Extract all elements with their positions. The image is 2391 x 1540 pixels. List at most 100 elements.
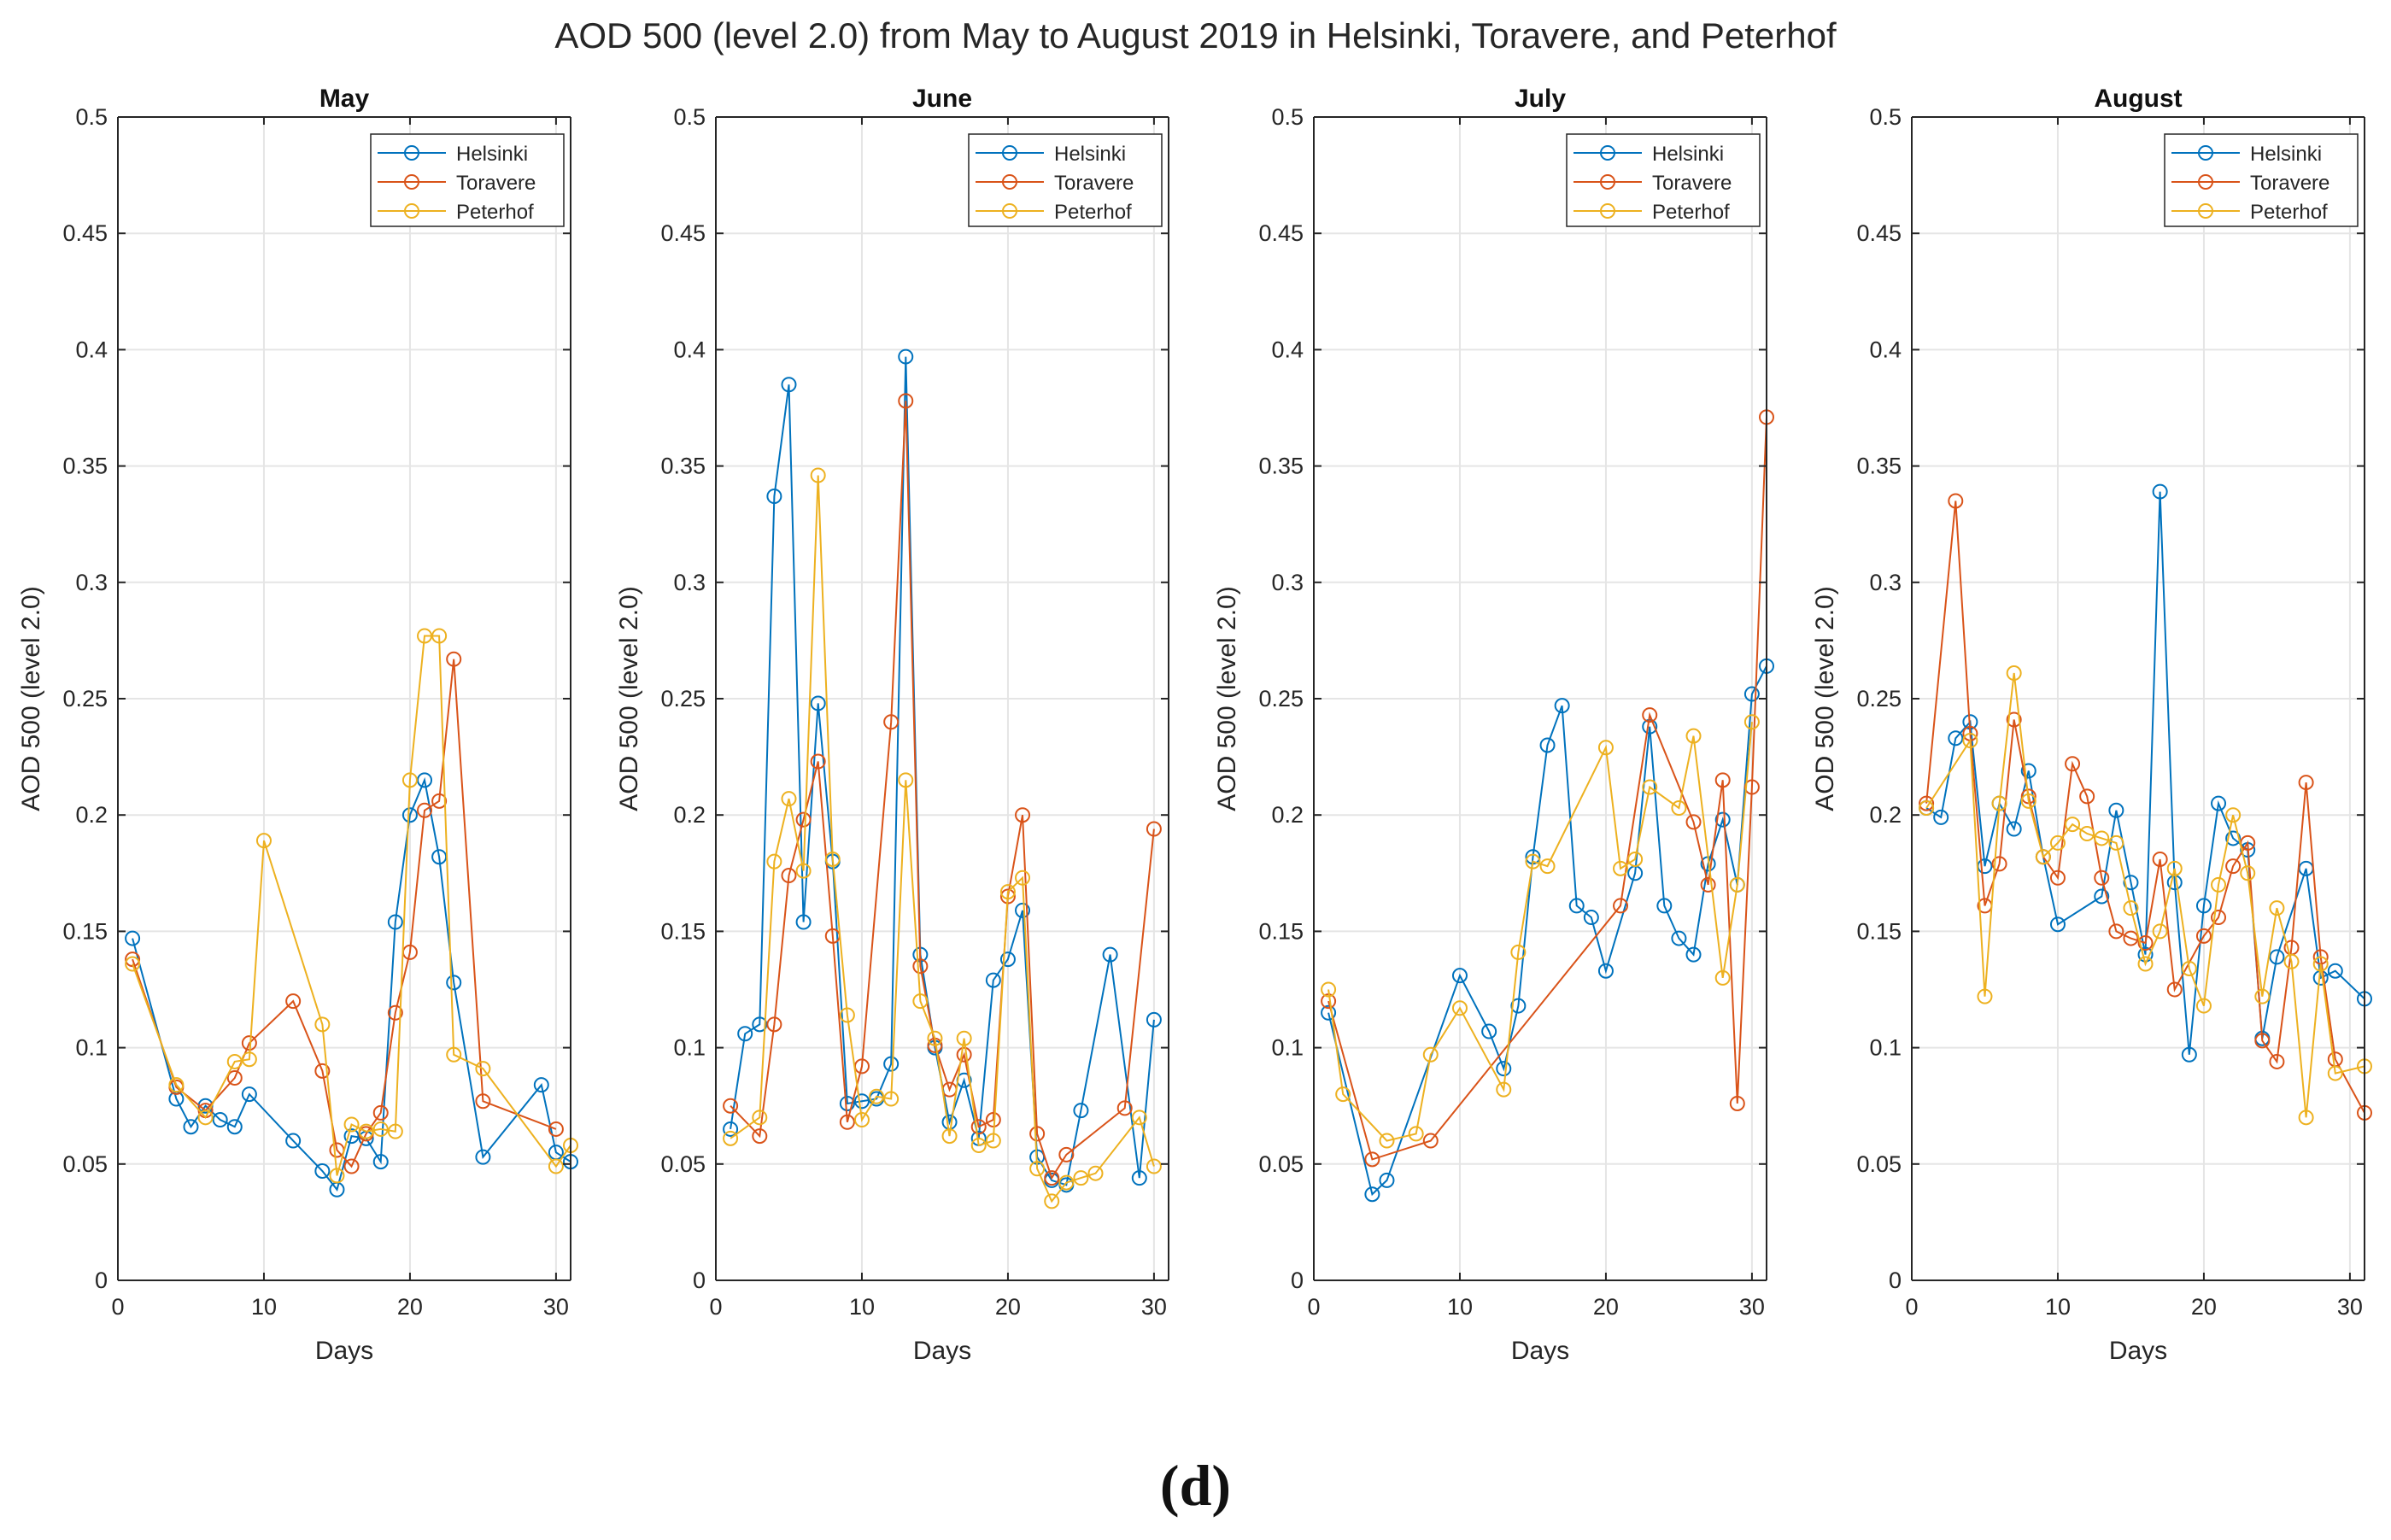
data-point-helsinki xyxy=(1568,898,1585,914)
data-point-helsinki xyxy=(2094,888,2110,905)
data-point-helsinki xyxy=(1597,963,1614,979)
data-point-peterhof xyxy=(1321,981,1337,998)
data-point-helsinki xyxy=(883,1056,900,1072)
data-point-peterhof xyxy=(2211,876,2227,893)
data-point-helsinki xyxy=(1146,1011,1162,1028)
data-point-peterhof xyxy=(2035,849,2051,865)
data-point-peterhof xyxy=(1525,853,1541,870)
legend-label-toravere: Toravere xyxy=(1054,172,1134,195)
data-point-helsinki xyxy=(1364,1186,1380,1203)
data-point-peterhof xyxy=(475,1061,491,1077)
data-point-helsinki xyxy=(343,1128,360,1145)
y-tick-label: 0.05 xyxy=(62,1151,108,1177)
data-point-peterhof xyxy=(999,884,1016,900)
data-point-peterhof xyxy=(1335,1086,1351,1103)
data-point-peterhof xyxy=(723,1130,739,1146)
data-point-helsinki xyxy=(1073,1103,1089,1119)
data-point-helsinki xyxy=(839,1095,855,1111)
data-point-peterhof xyxy=(941,1128,958,1145)
data-point-toravere xyxy=(2049,870,2066,886)
data-point-peterhof xyxy=(1671,800,1687,817)
data-point-helsinki xyxy=(2108,802,2124,818)
data-point-helsinki xyxy=(446,975,462,991)
data-point-peterhof xyxy=(343,1116,360,1133)
series-line-helsinki xyxy=(1925,491,2365,1055)
data-point-toravere xyxy=(2006,711,2022,728)
data-point-peterhof xyxy=(401,772,418,788)
data-point-peterhof xyxy=(431,628,448,644)
data-point-helsinki xyxy=(898,348,914,365)
x-tick-label: 10 xyxy=(849,1294,875,1320)
y-tick-label: 0 xyxy=(693,1268,706,1293)
legend-label-peterhof: Peterhof xyxy=(1054,201,1132,224)
data-point-helsinki xyxy=(475,1149,491,1165)
legend-label-helsinki: Helsinki xyxy=(1054,143,1126,166)
y-tick-label: 0.35 xyxy=(1856,454,1902,479)
data-point-toravere xyxy=(766,1016,782,1033)
data-point-helsinki xyxy=(285,1133,302,1149)
legend: Helsinki Toravere Peterhof xyxy=(370,133,565,227)
data-point-toravere xyxy=(1029,1126,1046,1142)
legend-marker-helsinki xyxy=(404,145,419,161)
data-point-toravere xyxy=(1044,1170,1060,1186)
data-point-toravere xyxy=(1642,707,1658,723)
data-point-toravere xyxy=(446,651,462,667)
y-tick-label: 0.35 xyxy=(660,454,706,479)
data-point-toravere xyxy=(387,1004,403,1021)
data-point-peterhof xyxy=(1496,1081,1512,1098)
data-point-toravere xyxy=(723,1098,739,1114)
subplot-title: June xyxy=(912,85,972,113)
legend-label-helsinki: Helsinki xyxy=(456,143,528,166)
data-point-peterhof xyxy=(1029,1161,1046,1177)
data-point-helsinki xyxy=(125,930,141,946)
legend-label-peterhof: Peterhof xyxy=(2250,201,2328,224)
data-point-peterhof xyxy=(1073,1170,1089,1186)
legend-marker-peterhof xyxy=(404,203,419,219)
y-tick-label: 0.3 xyxy=(673,570,706,595)
y-tick-label: 0.4 xyxy=(75,337,108,362)
data-point-peterhof xyxy=(2181,960,2197,976)
y-tick-label: 0.15 xyxy=(62,918,108,944)
data-point-peterhof xyxy=(1597,740,1614,756)
data-point-helsinki xyxy=(401,807,418,823)
data-point-peterhof xyxy=(1539,858,1556,875)
data-point-toravere xyxy=(417,802,433,818)
data-point-toravere xyxy=(1714,772,1731,788)
y-tick-label: 0.45 xyxy=(62,220,108,246)
data-point-peterhof xyxy=(781,791,797,807)
data-point-helsinki xyxy=(1015,902,1031,918)
data-point-peterhof xyxy=(810,467,826,483)
x-tick-label: 20 xyxy=(1593,1294,1619,1320)
panel-label-letter: d xyxy=(1179,1453,1212,1518)
legend-label-helsinki: Helsinki xyxy=(2250,143,2322,166)
data-point-helsinki xyxy=(2049,916,2066,933)
subplot-title: May xyxy=(319,85,370,113)
y-tick-label: 0.5 xyxy=(1271,104,1304,130)
y-tick-label: 0.45 xyxy=(1856,220,1902,246)
y-tick-label: 0 xyxy=(1291,1268,1304,1293)
data-point-peterhof xyxy=(2152,923,2168,940)
data-point-toravere xyxy=(883,714,900,730)
data-point-toravere xyxy=(475,1093,491,1110)
data-point-toravere xyxy=(2137,935,2154,952)
data-point-helsinki xyxy=(241,1086,257,1103)
data-point-peterhof xyxy=(2298,1110,2314,1126)
data-point-peterhof xyxy=(2195,998,2212,1014)
data-point-helsinki xyxy=(1948,730,1964,747)
data-point-peterhof xyxy=(1613,860,1629,876)
data-point-helsinki xyxy=(1656,898,1673,914)
data-point-toravere xyxy=(795,811,812,828)
data-point-peterhof xyxy=(2049,834,2066,851)
y-tick-label: 0.15 xyxy=(1856,918,1902,944)
y-tick-label: 0.25 xyxy=(62,686,108,711)
y-tick-label: 0.05 xyxy=(660,1151,706,1177)
data-point-peterhof xyxy=(1510,944,1527,960)
data-point-peterhof xyxy=(912,993,929,1010)
data-point-peterhof xyxy=(197,1110,214,1126)
data-point-helsinki xyxy=(2181,1046,2197,1063)
y-axis-label: AOD 500 (level 2.0) xyxy=(1213,586,1241,811)
data-point-toravere xyxy=(912,958,929,975)
data-point-toravere xyxy=(970,1119,987,1135)
data-point-helsinki xyxy=(2211,795,2227,811)
y-tick-label: 0.25 xyxy=(1856,686,1902,711)
